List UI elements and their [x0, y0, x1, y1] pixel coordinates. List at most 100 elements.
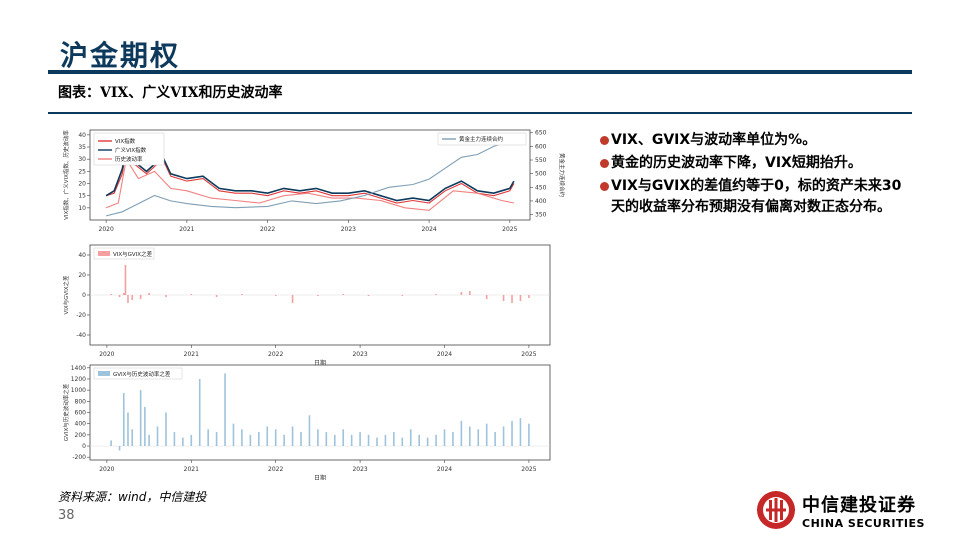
- bar: [207, 429, 209, 447]
- y2-axis-label: 黄金主力连续合约: [558, 153, 566, 198]
- company-logo: 中信建投证券 CHINA SECURITIES: [756, 490, 925, 530]
- bar: [325, 432, 328, 447]
- legend-label: 黄金主力连续合约: [459, 135, 504, 143]
- bar: [118, 446, 121, 451]
- bullet-text: 黄金的历史波动率下降，VIX短期抬升。: [611, 155, 862, 171]
- bar: [502, 295, 505, 301]
- y-tick-label: 0: [82, 443, 86, 450]
- bullet-item: VIX与GVIX的差值约等于0，标的资产未来30天的收益率分布预期没有偏离对数正…: [600, 176, 910, 218]
- bar: [165, 412, 167, 447]
- bar: [409, 429, 412, 447]
- y-tick-label: 0: [82, 292, 86, 299]
- bullet-dot-icon: [600, 182, 609, 191]
- x-tick-label: 2025: [502, 226, 517, 233]
- bar: [131, 295, 134, 300]
- x-tick-label: 2024: [437, 351, 452, 358]
- legend-box: [93, 367, 183, 380]
- bar: [317, 429, 319, 447]
- bar: [127, 412, 129, 447]
- bar: [485, 423, 488, 447]
- bar: [110, 440, 112, 447]
- bar: [519, 418, 522, 447]
- bar: [198, 378, 201, 447]
- bar: [443, 429, 446, 447]
- y-tick-label: 400: [75, 421, 87, 428]
- y-tick-label: 40: [78, 132, 86, 139]
- source-note: 资料来源：wind，中信建投: [58, 490, 207, 504]
- bar: [274, 429, 277, 447]
- y-tick-label: 20: [78, 272, 86, 279]
- bar: [215, 295, 218, 297]
- bullet-dot-icon: [600, 159, 609, 168]
- bar: [232, 423, 235, 447]
- bar: [148, 434, 150, 447]
- bar: [110, 294, 112, 295]
- bar: [241, 429, 243, 447]
- series-line-广义VIX指数: [105, 144, 515, 202]
- bar: [452, 432, 454, 447]
- x-tick-label: 2025: [521, 466, 536, 473]
- y-tick-label: 200: [75, 432, 87, 439]
- y-tick-label: -20: [76, 312, 86, 319]
- bar: [122, 392, 125, 447]
- legend-label: VIX指数: [115, 137, 136, 145]
- bar: [342, 294, 345, 295]
- bar: [215, 432, 218, 447]
- bar: [401, 295, 404, 296]
- x-tick-label: 2024: [437, 466, 452, 473]
- bullet-item: VIX、GVIX与波动率单位为%。: [600, 130, 910, 151]
- y-axis-label: GVIX与历史波动率之差: [62, 383, 70, 441]
- chart-svg: 2020 2021 2022 2023 2024 202510152025303540VI…: [62, 129, 566, 482]
- y2-tick-label: 650: [535, 130, 547, 137]
- y-tick-label: 10: [78, 205, 86, 212]
- legend-box: [93, 247, 155, 260]
- bar: [266, 426, 269, 447]
- figure-caption: 图表：VIX、广义VIX和历史波动率: [58, 85, 283, 101]
- x-tick-label: 2020: [99, 466, 114, 473]
- bar: [376, 437, 378, 447]
- bar: [165, 295, 167, 297]
- x-tick-label: 2020: [99, 351, 114, 358]
- y-tick-label: 600: [75, 410, 87, 417]
- y2-tick-label: 350: [535, 212, 547, 219]
- bar: [511, 420, 513, 447]
- y2-tick-label: 600: [535, 143, 547, 150]
- y2-tick-label: 500: [535, 171, 547, 178]
- y-tick-label: -40: [76, 332, 86, 339]
- bar: [258, 432, 260, 447]
- y2-tick-label: 400: [535, 198, 547, 205]
- bar: [317, 295, 319, 296]
- bar: [359, 432, 361, 447]
- bullet-dot-icon: [600, 136, 609, 145]
- bar: [308, 415, 311, 447]
- bullet-item: 黄金的历史波动率下降，VIX短期抬升。: [600, 153, 910, 174]
- legend-label: VIX与GVIX之差: [113, 250, 153, 258]
- bar: [393, 432, 395, 447]
- y-tick-label: 35: [78, 144, 86, 151]
- y-tick-label: 15: [78, 193, 86, 200]
- bar: [224, 373, 226, 447]
- y-tick-label: 20: [78, 181, 86, 188]
- bar: [156, 426, 159, 447]
- logo-emblem-icon: [757, 491, 795, 529]
- bar: [144, 406, 146, 447]
- bar: [241, 294, 243, 295]
- x-tick-label: 2021: [179, 226, 194, 233]
- y-tick-label: 25: [78, 168, 86, 175]
- x-tick-label: 2022: [260, 226, 275, 233]
- y-tick-label: 1200: [71, 376, 86, 383]
- bar: [283, 434, 285, 447]
- x-tick-label: 2020: [99, 226, 114, 233]
- bullet-text: VIX、GVIX与波动率单位为%。: [611, 132, 817, 148]
- bar: [494, 432, 496, 447]
- bar: [124, 265, 127, 295]
- x-tick-label: 2025: [521, 351, 536, 358]
- bar: [291, 295, 294, 303]
- bar: [519, 295, 522, 301]
- logo-name-cn: 中信建投证券: [802, 494, 916, 516]
- x-tick-label: 2024: [421, 226, 436, 233]
- x-tick-label: 2023: [341, 226, 356, 233]
- y-tick-label: 30: [78, 156, 86, 163]
- bar: [291, 426, 294, 447]
- bar: [139, 390, 142, 447]
